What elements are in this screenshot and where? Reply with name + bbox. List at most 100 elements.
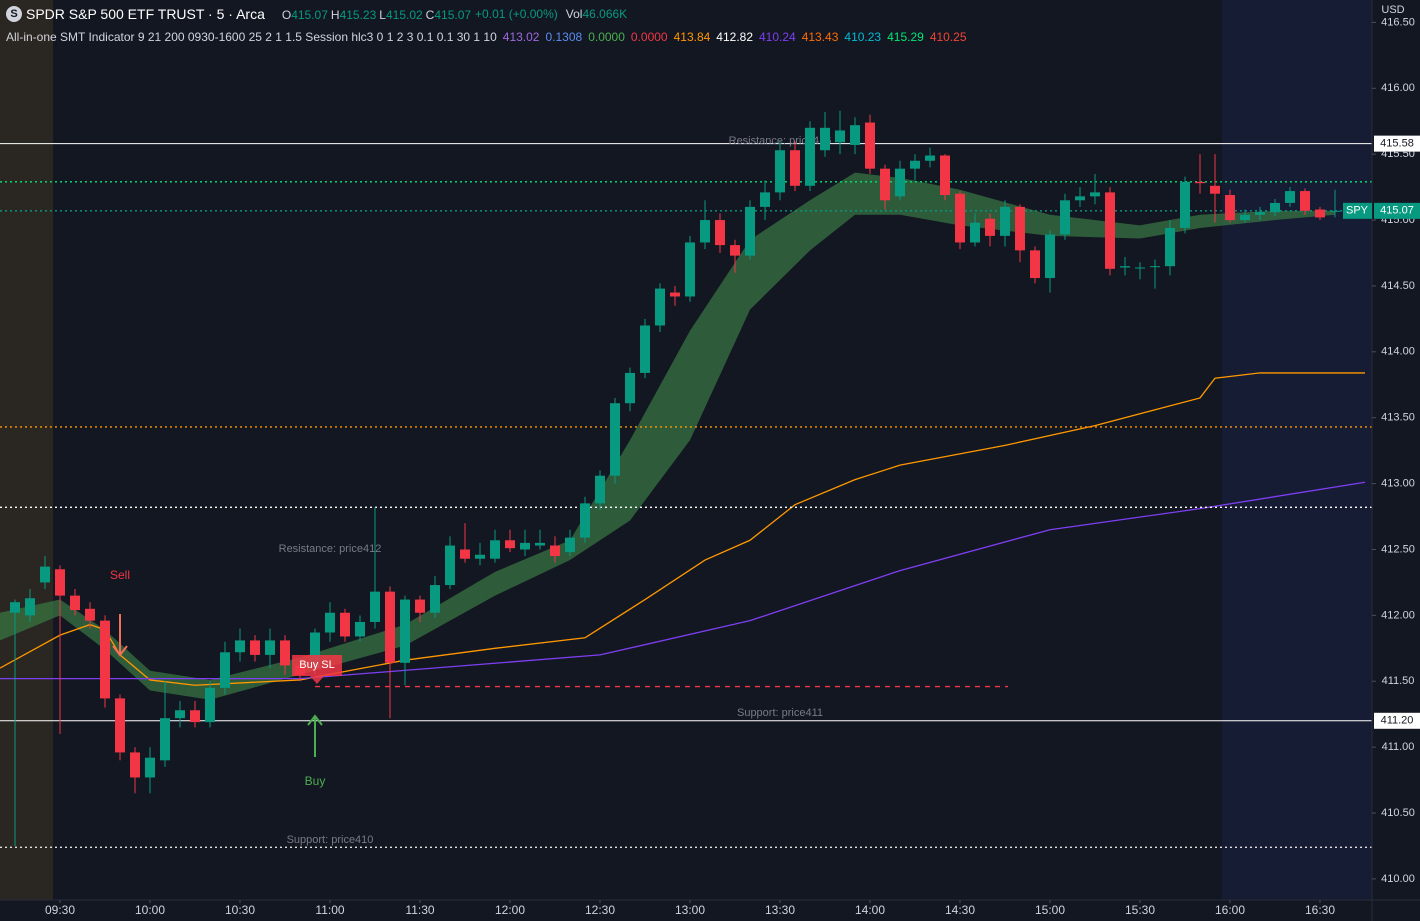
ohlc-label: L [379, 7, 386, 22]
signals: Sell Buy Buy SL [110, 568, 342, 788]
candle-body [400, 599, 411, 663]
candles [10, 110, 1341, 846]
candle-body [40, 566, 51, 583]
candle-body [880, 168, 891, 201]
postmarket-shade [1222, 0, 1372, 900]
sell-arrow [112, 614, 128, 657]
candle-body [265, 640, 276, 655]
candle-body [55, 569, 66, 596]
candle-body [1090, 192, 1101, 197]
candle-body [1330, 210, 1341, 212]
y-tick-label: 410.50 [1381, 807, 1415, 819]
candle-body [865, 122, 876, 169]
candle-body [550, 545, 561, 557]
indicator-value: 413.84 [673, 30, 711, 44]
candle-body [985, 218, 996, 236]
y-tick-label: 416.00 [1381, 82, 1415, 94]
y-tick-label: 410.00 [1381, 873, 1415, 885]
ema-ribbon [0, 172, 1336, 700]
candle-body [655, 288, 666, 326]
overlay-line [0, 372, 1366, 686]
indicator-value: 412.82 [716, 30, 753, 44]
x-tick-label: 14:30 [945, 903, 975, 917]
level-annotation: Resistance: price412 [279, 543, 382, 555]
candle-body [535, 542, 546, 546]
y-tick-label: 412.50 [1381, 543, 1415, 555]
signal-label: Buy SL [299, 659, 334, 671]
indicator-value: 410.24 [759, 30, 796, 44]
candle-body [715, 220, 726, 246]
candle-body [760, 192, 771, 207]
signal-box [292, 655, 342, 684]
change: +0.01 (+0.00%) [475, 7, 558, 21]
price-label-box [1374, 135, 1420, 152]
x-tick-label: 10:00 [135, 903, 165, 917]
candle-body [205, 687, 216, 723]
candle-body [385, 591, 396, 663]
candle-body [850, 125, 861, 145]
candle-body [1000, 206, 1011, 236]
candle-body [430, 585, 441, 613]
x-tick-label: 16:30 [1305, 903, 1335, 917]
candle-body [1150, 266, 1161, 268]
candle-body [1195, 181, 1206, 184]
candle-body [1015, 206, 1026, 251]
indicator-value: 0.1308 [545, 30, 583, 44]
ohlc-label: O [281, 7, 292, 22]
candle-body [220, 652, 231, 688]
candle-body [910, 160, 921, 169]
x-tick-label: 14:00 [855, 903, 885, 917]
y-tick-label: 411.00 [1382, 741, 1415, 753]
ohlc-label: C [425, 7, 435, 22]
candle-body [355, 621, 366, 637]
candle-body [340, 612, 351, 637]
currency-label: USD [1381, 4, 1404, 16]
candle-body [1045, 234, 1056, 279]
candle-body [115, 698, 126, 753]
price-label-box [1374, 712, 1420, 729]
candle-body [1105, 192, 1116, 269]
candle-body [175, 710, 186, 719]
candle-body [1285, 191, 1296, 203]
symbol-line: S SPDR S&P 500 ETF TRUST · 5 · Arca O415… [6, 4, 967, 24]
indicator-value: 413.02 [502, 30, 540, 44]
candle-body [835, 130, 846, 143]
candle-body [730, 245, 741, 256]
candle-body [970, 222, 981, 243]
indicator-name: All-in-one SMT Indicator 9 21 200 0930-1… [6, 30, 497, 44]
candle-body [235, 640, 246, 653]
candle-body [1210, 185, 1221, 194]
ohlc-value: 415.07 [434, 7, 472, 22]
levels [0, 143, 1372, 848]
candle-body [1270, 202, 1281, 213]
signal-label: Buy [305, 774, 326, 788]
indicator-value: 0.0000 [630, 30, 668, 44]
candle-body [415, 599, 426, 613]
x-tick-label: 15:30 [1125, 903, 1155, 917]
price-label: 411.20 [1381, 715, 1414, 727]
candle-body [370, 591, 381, 622]
candle-body [520, 542, 531, 550]
ohlc: O415.07 H415.23 L415.02 C415.07 [279, 4, 471, 25]
legend-header: S SPDR S&P 500 ETF TRUST · 5 · Arca O415… [6, 4, 967, 47]
level-annotation: Support: price411 [737, 707, 823, 719]
signal-label: Sell [110, 568, 130, 582]
candle-body [625, 372, 636, 404]
x-tick-label: 12:00 [495, 903, 525, 917]
candle-body [1240, 214, 1251, 221]
ohlc-label: H [330, 7, 340, 22]
candle-body [250, 640, 261, 655]
candle-body [505, 540, 516, 549]
candle-body [595, 475, 606, 504]
x-tick-label: 11:30 [405, 903, 434, 917]
y-tick-label: 413.50 [1381, 412, 1415, 424]
candle-body [685, 242, 696, 297]
x-tick-label: 15:00 [1035, 903, 1065, 917]
candle-body [190, 710, 201, 723]
indicators [0, 172, 1366, 700]
candle-body [895, 168, 906, 197]
candle-body [1030, 250, 1041, 279]
candle-body [25, 598, 36, 616]
